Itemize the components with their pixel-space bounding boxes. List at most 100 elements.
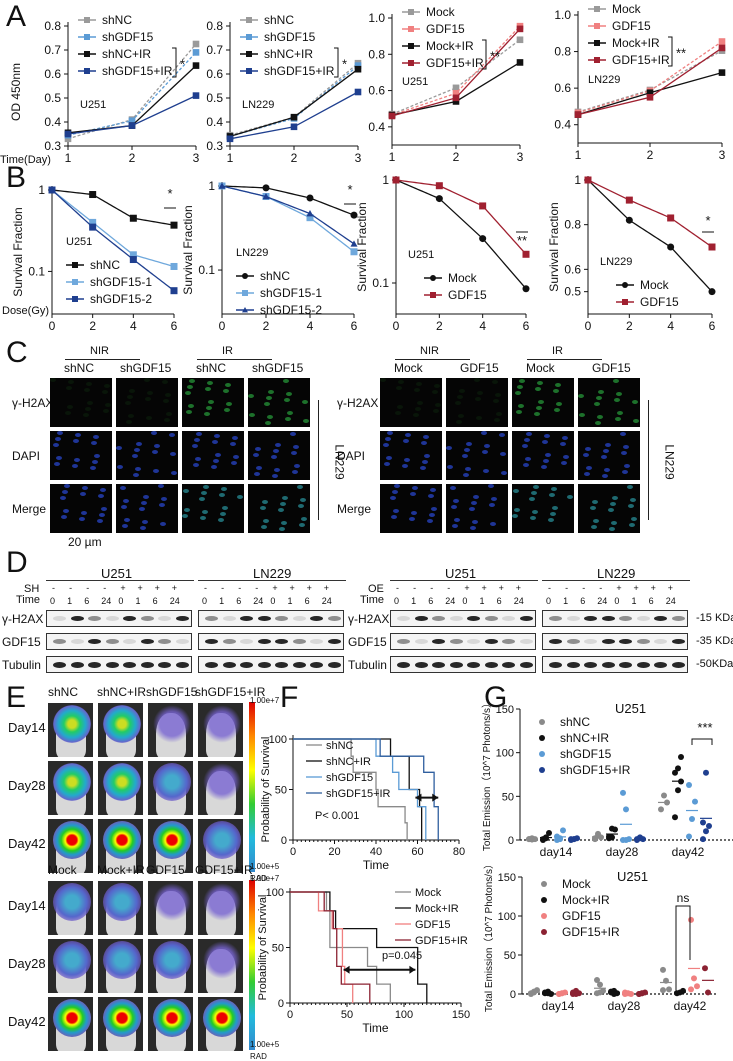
nucleus [584, 472, 590, 476]
nucleus [231, 461, 237, 465]
nucleus [290, 432, 296, 436]
protein-band [566, 662, 580, 668]
protein-band [205, 639, 218, 644]
lane-condition: + [137, 583, 143, 593]
panel-letter-d: D [6, 546, 28, 579]
bioluminescence-signal [53, 999, 91, 1037]
panel-letter-c: C [6, 336, 28, 369]
legend-label: Mock [426, 5, 456, 19]
protein-band [205, 662, 218, 668]
colorbar-unit-label: RAD [250, 874, 267, 883]
nucleus [123, 499, 129, 503]
nucleus [552, 506, 558, 510]
column-label: Mock+IR [97, 863, 145, 877]
protein-band [275, 639, 288, 644]
protein-band [257, 662, 271, 668]
y-tick-label: 100 [498, 911, 516, 923]
column-label: shGDF15 [120, 361, 172, 375]
significance-bracket [482, 39, 487, 70]
fit-curve [51, 189, 175, 292]
y-axis-title: Probability of Survival [257, 895, 269, 1001]
nucleus [463, 473, 469, 477]
x-tick-label: 2 [453, 150, 460, 164]
lane-condition: - [69, 583, 73, 593]
blot-strip [390, 610, 536, 627]
nucleus [458, 414, 464, 418]
data-point [522, 285, 530, 293]
nucleus [414, 388, 420, 392]
row-label: γ-H2AX [12, 396, 54, 410]
lane-time: 6 [648, 596, 654, 606]
cell-line-label: U251 [101, 566, 133, 581]
nucleus [578, 394, 584, 398]
data-point [686, 781, 692, 788]
x-tick-label: 100 [395, 1009, 413, 1021]
data-point [435, 182, 443, 190]
nucleus [285, 417, 291, 421]
x-axis-title: Time(Day) [0, 154, 51, 166]
bioluminescence-signal [153, 883, 191, 921]
nucleus [629, 523, 635, 527]
protein-band [292, 639, 306, 644]
data-point [435, 195, 443, 203]
mouse-image [47, 880, 94, 936]
data-point [660, 987, 666, 994]
data-point [667, 214, 675, 222]
cell-line-label: LN229 [242, 99, 274, 111]
protein-band [449, 639, 463, 644]
data-point [620, 789, 626, 796]
y-tick-label: 0.1 [198, 263, 215, 277]
data-point [658, 806, 664, 813]
significance-label: *** [697, 720, 712, 735]
legend-label: Mock+IR [426, 39, 474, 53]
bioluminescence-signal [153, 821, 191, 859]
x-tick-label: 60 [411, 846, 423, 858]
lane-time: 24 [253, 596, 264, 606]
nucleus [477, 391, 483, 395]
lane-time: 6 [496, 596, 502, 606]
data-point [242, 273, 248, 279]
y-tick-label: 0.8 [368, 47, 385, 61]
data-point [262, 184, 270, 192]
mouse-image [97, 702, 144, 758]
protein-band [654, 616, 667, 621]
nucleus [537, 381, 543, 385]
nucleus [532, 510, 538, 514]
legend-label: Mock [640, 278, 670, 292]
protein-band [222, 662, 236, 668]
cell-line-label: U251 [445, 566, 477, 581]
nucleus [469, 507, 475, 511]
nucleus [94, 454, 100, 458]
blot-strip [542, 633, 688, 650]
column-label: shNC [196, 361, 227, 375]
lane-time: 0 [50, 596, 56, 606]
nucleus [129, 389, 135, 393]
nucleus [232, 436, 238, 440]
micrograph [248, 484, 310, 533]
nucleus [615, 417, 621, 421]
y-tick-label: 0.4 [368, 120, 385, 134]
nucleus [386, 456, 392, 460]
data-point [516, 59, 524, 66]
y-tick-label: 0 [278, 998, 284, 1010]
group-underline [390, 580, 538, 581]
molecular-weight-marker: -35 KDa [696, 635, 733, 647]
nucleus [412, 486, 418, 490]
y-tick-label: 0.6 [554, 81, 571, 95]
nucleus [405, 433, 411, 437]
nucleus [195, 457, 201, 461]
data-point [686, 833, 692, 840]
nucleus [261, 525, 267, 529]
nucleus [457, 395, 463, 399]
panel-letter-b: B [6, 161, 27, 194]
protein-band [502, 639, 515, 644]
nucleus [293, 445, 299, 449]
legend-label: Mock+IR [612, 36, 660, 50]
bioluminescence-signal [103, 705, 141, 743]
cell-line-label: LN229 [253, 566, 292, 581]
lane-time: 24 [665, 596, 676, 606]
data-point [703, 769, 709, 776]
nucleus [200, 516, 206, 520]
column-label: Mock [48, 863, 77, 877]
protein-band [105, 616, 119, 621]
